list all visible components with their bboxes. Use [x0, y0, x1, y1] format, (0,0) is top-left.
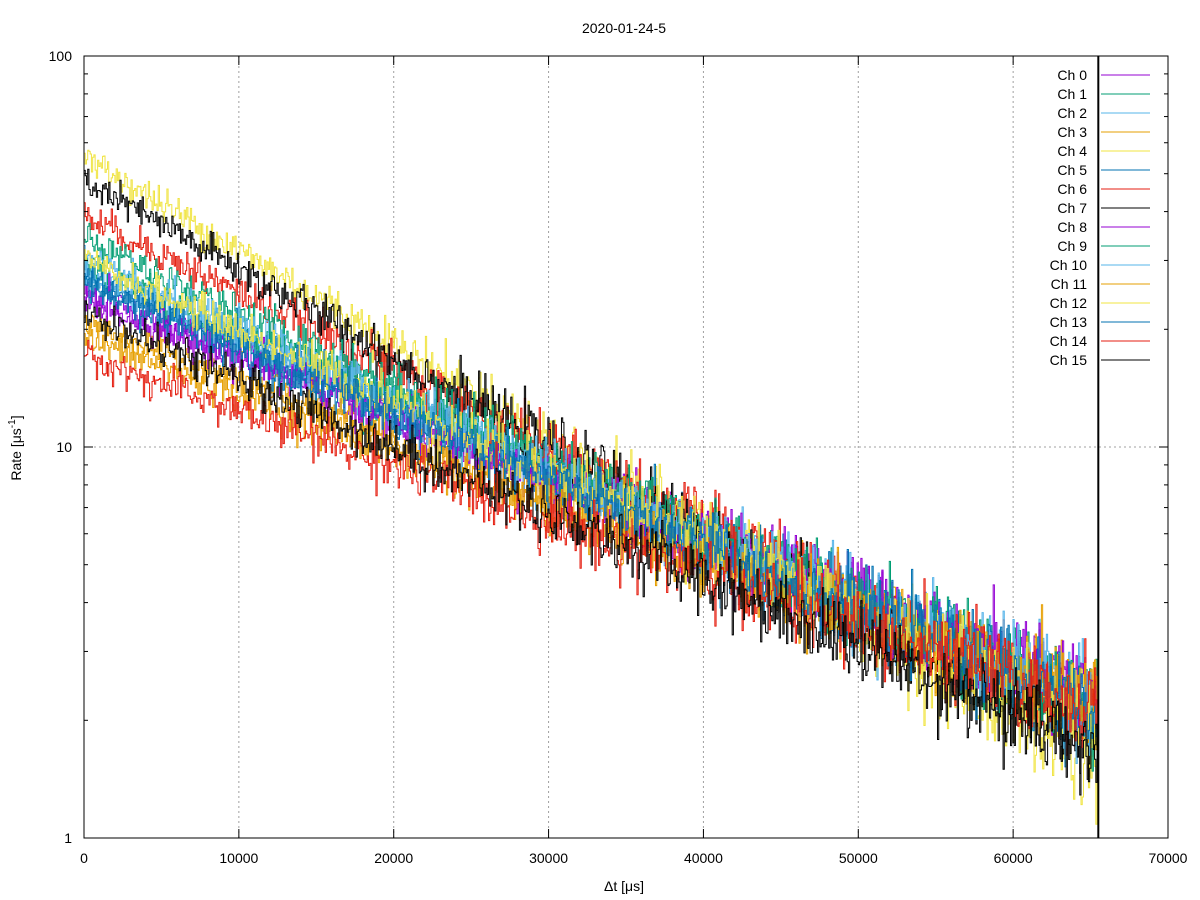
- x-axis-label: Δt [μs]: [604, 878, 644, 894]
- legend-label: Ch 13: [1050, 314, 1088, 330]
- legend: Ch 0 Ch 1 Ch 2 Ch 3 Ch 4 Ch 5 Ch 6 Ch 7 Ch 8 Ch 9…: [1050, 67, 1150, 368]
- tick-labels: 0 10000 20000 30000 40000 50000 60000 70000 1 10 1…: [49, 48, 1188, 866]
- legend-label: Ch 5: [1057, 162, 1087, 178]
- grid-lines: [84, 56, 1168, 838]
- y-axis-label: Rate [μs-1]: [7, 415, 24, 480]
- legend-label: Ch 1: [1057, 86, 1087, 102]
- legend-label: Ch 8: [1057, 219, 1087, 235]
- legend-label: Ch 12: [1050, 295, 1088, 311]
- x-tick-label: 40000: [684, 850, 723, 866]
- legend-label: Ch 9: [1057, 238, 1087, 254]
- x-tick-label: 70000: [1149, 850, 1188, 866]
- y-tick-label: 1: [64, 830, 72, 846]
- x-tick-label: 30000: [529, 850, 568, 866]
- y-axis-label-sup: -1: [7, 419, 18, 428]
- legend-label: Ch 6: [1057, 181, 1087, 197]
- legend-label: Ch 10: [1050, 257, 1088, 273]
- legend-label: Ch 4: [1057, 143, 1087, 159]
- legend-label: Ch 7: [1057, 200, 1087, 216]
- x-tick-label: 0: [80, 850, 88, 866]
- x-tick-label: 10000: [219, 850, 258, 866]
- y-tick-label: 100: [49, 48, 73, 64]
- axes: [83, 55, 1169, 839]
- y-axis-label-close: ]: [8, 415, 24, 419]
- legend-label: Ch 3: [1057, 124, 1087, 140]
- legend-label: Ch 2: [1057, 105, 1087, 121]
- x-tick-label: 20000: [374, 850, 413, 866]
- legend-label: Ch 11: [1051, 276, 1088, 292]
- series-layer: [84, 56, 1100, 838]
- x-tick-label: 60000: [994, 850, 1033, 866]
- chart-title: 2020-01-24-5: [582, 20, 666, 36]
- series-line-ch-13: [84, 268, 1099, 740]
- y-tick-label: 10: [56, 439, 72, 455]
- legend-label: Ch 15: [1050, 352, 1088, 368]
- series-line-ch-15: [84, 300, 1099, 796]
- y-axis-label-main: Rate [μs: [8, 428, 24, 480]
- legend-label: Ch 0: [1057, 67, 1087, 83]
- legend-label: Ch 14: [1050, 333, 1088, 349]
- x-tick-label: 50000: [839, 850, 878, 866]
